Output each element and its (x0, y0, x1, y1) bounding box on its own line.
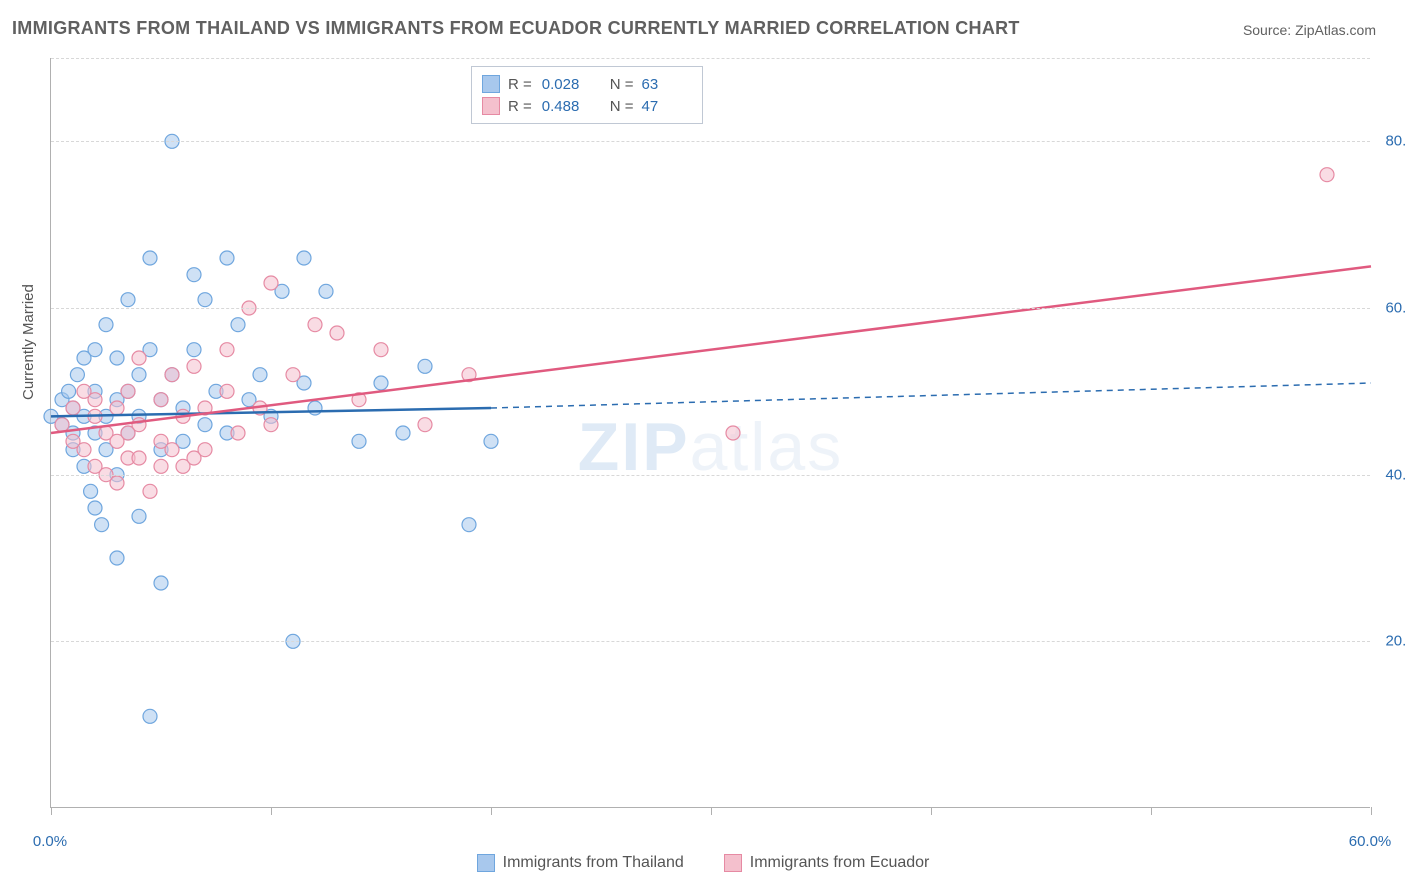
data-point (110, 351, 124, 365)
data-point (110, 551, 124, 565)
data-point (198, 418, 212, 432)
data-point (66, 401, 80, 415)
swatch-icon (724, 854, 742, 872)
data-point (220, 384, 234, 398)
data-point (165, 368, 179, 382)
bottom-legend-label-1: Immigrants from Ecuador (750, 854, 930, 872)
data-point (418, 359, 432, 373)
data-point (297, 251, 311, 265)
regression-line-extrapolated (491, 383, 1371, 408)
data-point (77, 443, 91, 457)
x-tick (931, 807, 932, 815)
data-point (396, 426, 410, 440)
gridline (51, 641, 1370, 642)
bottom-legend-item-0: Immigrants from Thailand (477, 854, 684, 872)
data-point (352, 434, 366, 448)
correlation-chart: IMMIGRANTS FROM THAILAND VS IMMIGRANTS F… (0, 0, 1406, 892)
data-point (88, 501, 102, 515)
y-tick-label: 20.0% (1385, 633, 1406, 650)
data-point (330, 326, 344, 340)
data-point (418, 418, 432, 432)
x-tick (51, 807, 52, 815)
data-point (231, 318, 245, 332)
swatch-icon (477, 854, 495, 872)
data-point (220, 251, 234, 265)
data-point (187, 268, 201, 282)
x-tick-label: 0.0% (33, 833, 67, 850)
data-point (484, 434, 498, 448)
x-tick (271, 807, 272, 815)
bottom-legend-label-0: Immigrants from Thailand (503, 854, 684, 872)
x-tick (491, 807, 492, 815)
data-point (264, 276, 278, 290)
data-point (95, 518, 109, 532)
data-point (231, 426, 245, 440)
data-point (121, 384, 135, 398)
source-label: Source: ZipAtlas.com (1243, 22, 1376, 38)
data-point (70, 368, 84, 382)
data-point (110, 401, 124, 415)
data-point (154, 576, 168, 590)
gridline (51, 308, 1370, 309)
data-point (726, 426, 740, 440)
y-tick-label: 60.0% (1385, 300, 1406, 317)
data-point (55, 418, 69, 432)
y-tick-label: 40.0% (1385, 466, 1406, 483)
data-point (286, 368, 300, 382)
plot-area: ZIPatlas R = 0.028 N = 63 R = 0.488 N = … (50, 58, 1370, 808)
data-point (165, 443, 179, 457)
data-point (308, 318, 322, 332)
x-tick (1371, 807, 1372, 815)
data-point (143, 709, 157, 723)
data-point (132, 368, 146, 382)
data-point (88, 343, 102, 357)
regression-line (51, 266, 1371, 433)
data-point (374, 343, 388, 357)
data-point (198, 443, 212, 457)
data-point (253, 368, 267, 382)
data-point (132, 451, 146, 465)
data-point (132, 418, 146, 432)
data-point (374, 376, 388, 390)
data-point (88, 393, 102, 407)
data-point (121, 293, 135, 307)
data-point (132, 351, 146, 365)
gridline (51, 141, 1370, 142)
data-point (62, 384, 76, 398)
data-point (154, 459, 168, 473)
data-point (110, 476, 124, 490)
data-point (264, 418, 278, 432)
data-point (143, 484, 157, 498)
data-point (187, 343, 201, 357)
data-point (198, 293, 212, 307)
data-point (462, 518, 476, 532)
bottom-legend: Immigrants from Thailand Immigrants from… (0, 854, 1406, 872)
gridline (51, 475, 1370, 476)
x-tick (1151, 807, 1152, 815)
data-point (132, 509, 146, 523)
data-point (143, 251, 157, 265)
x-tick (711, 807, 712, 815)
data-point (1320, 168, 1334, 182)
plot-svg (51, 58, 1370, 807)
y-axis-label: Currently Married (20, 284, 37, 400)
data-point (308, 401, 322, 415)
data-point (187, 359, 201, 373)
x-tick-label: 60.0% (1349, 833, 1392, 850)
data-point (99, 318, 113, 332)
data-point (220, 343, 234, 357)
data-point (84, 484, 98, 498)
data-point (154, 393, 168, 407)
y-tick-label: 80.0% (1385, 133, 1406, 150)
chart-title: IMMIGRANTS FROM THAILAND VS IMMIGRANTS F… (12, 18, 1020, 39)
data-point (319, 284, 333, 298)
bottom-legend-item-1: Immigrants from Ecuador (724, 854, 930, 872)
